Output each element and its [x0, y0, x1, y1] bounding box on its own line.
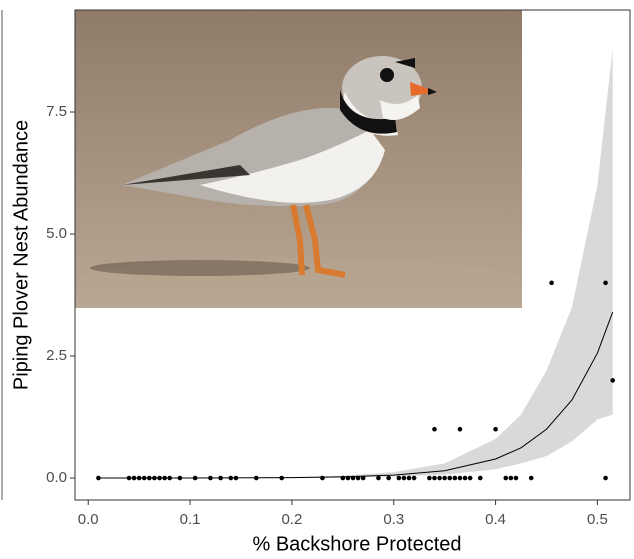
- data-point: [503, 475, 509, 481]
- data-point: [167, 475, 173, 481]
- data-point: [427, 475, 432, 481]
- data-point: [345, 475, 351, 481]
- confidence-band: [98, 48, 613, 479]
- data-point: [141, 475, 147, 481]
- data-point: [320, 475, 325, 481]
- data-point: [131, 475, 137, 481]
- data-point: [177, 475, 183, 481]
- data-point: [96, 475, 101, 481]
- x-tick-label: 0.3: [383, 511, 404, 528]
- data-point: [376, 475, 381, 481]
- data-point: [411, 475, 417, 481]
- data-point: [437, 475, 442, 481]
- data-point: [513, 475, 519, 481]
- data-point: [157, 475, 162, 481]
- data-point: [228, 475, 234, 481]
- data-point: [462, 475, 468, 481]
- data-point: [447, 475, 453, 481]
- y-tick-label: 2.5: [46, 347, 67, 364]
- y-tick-label: 7.5: [46, 103, 67, 120]
- data-point: [208, 475, 213, 481]
- x-tick-label: 0.1: [180, 511, 201, 528]
- data-point: [396, 475, 402, 481]
- x-tick-label: 0.4: [485, 511, 506, 528]
- data-point: [457, 475, 463, 481]
- panel-border: [74, 9, 631, 501]
- data-point: [452, 475, 458, 481]
- data-point: [162, 475, 167, 481]
- data-point: [386, 475, 391, 481]
- data-point: [152, 475, 157, 481]
- data-point: [603, 280, 608, 286]
- x-tick-label: 0.2: [281, 511, 302, 528]
- data-point: [528, 475, 534, 481]
- data-point: [126, 475, 132, 481]
- data-point: [218, 475, 223, 481]
- y-axis-title: Piping Plover Nest Abundance: [10, 120, 32, 390]
- data-point: [233, 475, 239, 481]
- data-point: [253, 475, 259, 481]
- data-point: [442, 475, 447, 481]
- data-point: [467, 475, 473, 481]
- data-point: [136, 475, 142, 481]
- data-point: [192, 475, 198, 481]
- photo: [75, 10, 522, 308]
- data-point: [360, 475, 366, 481]
- data-point: [406, 475, 412, 481]
- data-point: [610, 378, 615, 383]
- data-point: [401, 475, 407, 481]
- data-point: [355, 475, 361, 481]
- data-point: [432, 426, 437, 432]
- data-point: [549, 280, 554, 286]
- data-point: [147, 475, 152, 481]
- data-point: [340, 475, 346, 481]
- plot-area: [96, 48, 615, 481]
- x-tick-label: 0.0: [78, 511, 99, 528]
- x-axis-title: % Backshore Protected: [253, 533, 462, 555]
- data-point: [432, 475, 437, 481]
- y-tick-label: 0.0: [46, 469, 67, 486]
- data-point: [350, 475, 356, 481]
- data-point: [478, 475, 483, 481]
- x-tick-label: 0.5: [587, 511, 608, 528]
- data-point: [457, 426, 463, 432]
- data-point: [493, 426, 498, 432]
- y-tick-label: 5.0: [46, 225, 67, 242]
- fit-line: [98, 311, 614, 479]
- data-point: [279, 475, 285, 481]
- data-point: [603, 475, 608, 481]
- data-point: [508, 475, 514, 481]
